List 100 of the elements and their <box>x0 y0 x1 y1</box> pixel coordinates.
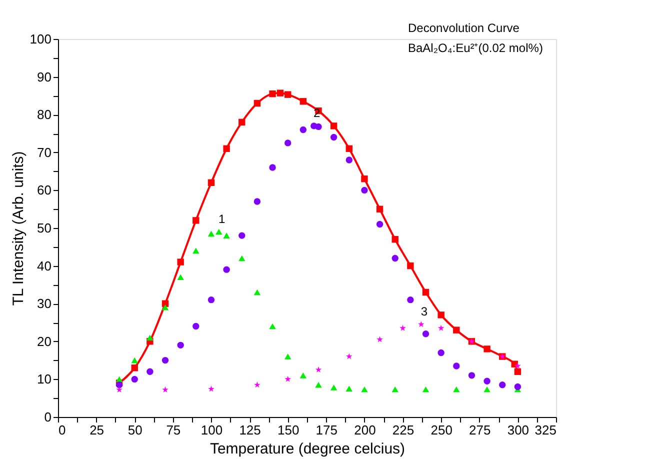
point <box>223 232 230 238</box>
point <box>300 98 307 105</box>
point <box>223 266 230 273</box>
y-tick-label: 50 <box>37 220 52 236</box>
point <box>177 342 184 349</box>
point <box>468 372 476 379</box>
y-tick-label: 10 <box>37 372 52 387</box>
point <box>484 386 490 392</box>
point <box>407 296 414 304</box>
point <box>192 217 200 224</box>
point <box>162 356 169 364</box>
point <box>407 262 414 270</box>
point <box>269 90 276 98</box>
point <box>514 362 521 369</box>
y-tick-label: 0 <box>44 410 52 424</box>
point <box>216 228 222 235</box>
point <box>162 304 169 310</box>
x-tick-label: 125 <box>239 422 261 438</box>
point <box>376 336 383 342</box>
text: Deconvolution Curve <box>408 21 520 35</box>
point <box>162 386 168 392</box>
point <box>346 156 352 164</box>
point <box>422 330 430 338</box>
point <box>269 164 276 171</box>
point <box>330 384 338 390</box>
point <box>300 372 307 378</box>
point <box>392 254 398 262</box>
point <box>116 376 123 382</box>
x-tick-label: 275 <box>469 422 491 438</box>
y-tick-label: 90 <box>37 69 52 84</box>
point <box>514 383 522 390</box>
y-tick-label: 30 <box>37 296 52 312</box>
point <box>254 198 261 205</box>
y-tick-label: 20 <box>37 334 52 349</box>
point <box>300 126 307 134</box>
point <box>208 230 215 237</box>
point <box>146 334 154 341</box>
point <box>346 353 352 360</box>
point <box>177 258 184 266</box>
point <box>177 274 184 280</box>
point <box>346 145 352 152</box>
x-tick-label: 100 <box>200 422 223 438</box>
point <box>131 376 138 383</box>
point <box>453 362 460 370</box>
point <box>116 386 122 392</box>
point <box>192 248 200 254</box>
x-tick-label: 225 <box>392 422 414 438</box>
point <box>453 386 460 392</box>
point <box>400 324 406 331</box>
x-tick-label: 250 <box>430 422 452 438</box>
x-tick-label: 300 <box>507 422 530 438</box>
point <box>392 236 398 243</box>
y-tick-label: 60 <box>37 182 52 198</box>
point <box>276 90 284 96</box>
y-tick-label: 100 <box>30 32 52 46</box>
point <box>346 386 352 392</box>
point <box>376 220 384 228</box>
x-tick-label: 325 <box>534 422 556 438</box>
point <box>453 326 460 334</box>
point <box>514 368 522 375</box>
point <box>438 324 444 331</box>
annotation: 1 <box>218 212 226 226</box>
point <box>361 176 368 182</box>
y-tick-label: 80 <box>37 107 52 122</box>
y-tick-label: 70 <box>37 144 52 160</box>
point <box>284 376 292 382</box>
point <box>330 134 338 141</box>
point <box>208 179 215 186</box>
y-axis-title: TL Intensity (Arb. units) <box>10 151 27 306</box>
x-tick-label: 25 <box>90 422 104 438</box>
point <box>254 100 261 107</box>
point <box>438 349 444 356</box>
point <box>284 91 292 98</box>
point <box>254 289 261 296</box>
point <box>254 382 260 388</box>
point <box>223 145 230 152</box>
point <box>330 122 338 130</box>
point <box>131 364 138 372</box>
point <box>422 386 430 392</box>
point <box>315 382 322 388</box>
point <box>208 296 215 304</box>
x-tick-label: 50 <box>128 422 142 438</box>
point <box>208 386 214 392</box>
point <box>192 322 200 330</box>
point <box>361 386 368 392</box>
point <box>162 300 169 307</box>
x-tick-label: 0 <box>58 422 66 438</box>
annotation: BaAl₂O₄:Eu²⁺(0.02 mol%) <box>408 41 543 55</box>
point <box>238 255 246 262</box>
point <box>315 366 322 372</box>
point <box>146 368 154 375</box>
point <box>438 312 444 318</box>
x-tick-label: 75 <box>166 422 181 438</box>
x-tick-label: 200 <box>354 422 376 438</box>
point <box>315 123 322 130</box>
point <box>284 354 292 360</box>
point <box>238 232 246 239</box>
point <box>392 386 398 392</box>
point <box>499 382 506 388</box>
y-tick-label: 40 <box>37 258 52 274</box>
